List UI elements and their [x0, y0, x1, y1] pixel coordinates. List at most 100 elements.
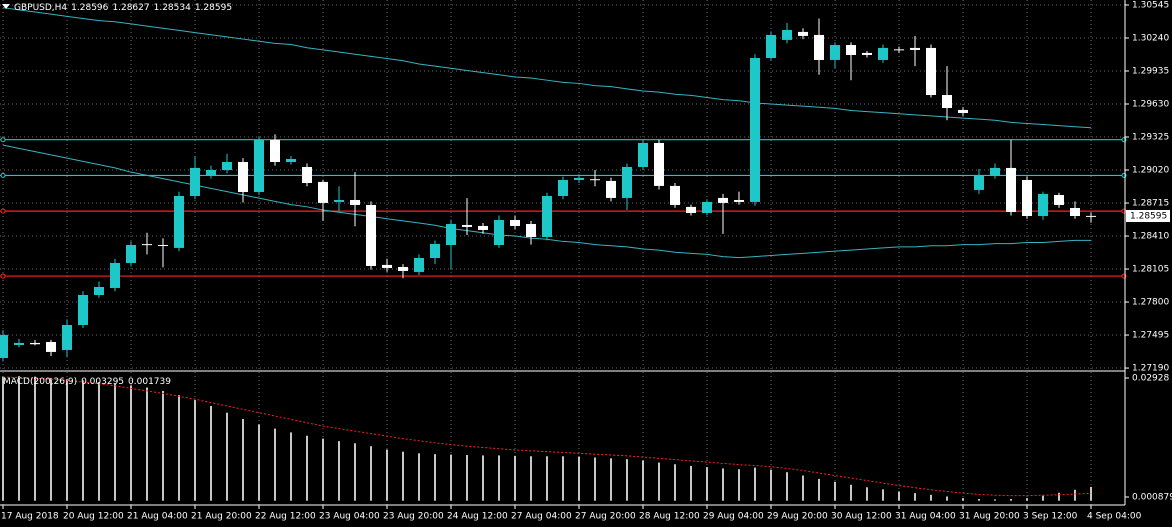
- macd-bar: [354, 443, 356, 501]
- candle-body: [206, 170, 216, 175]
- candle-body: [958, 109, 968, 113]
- macd-header: MACD(200,26,9) 0.003295 0.001739: [3, 377, 171, 387]
- x-tick-label: 29 Aug 04:00: [703, 512, 764, 522]
- macd-bar: [194, 400, 196, 501]
- candle-body: [270, 139, 280, 163]
- price-label: 1.28595: [1130, 212, 1167, 222]
- candle-body: [878, 47, 888, 60]
- macd-bar: [962, 498, 964, 501]
- candle-body: [798, 31, 808, 36]
- candle-body: [446, 224, 456, 246]
- candle-body: [494, 220, 504, 246]
- signal-value: 0.001739: [128, 377, 171, 387]
- grid: [0, 0, 1125, 505]
- candle-body: [718, 197, 728, 203]
- candle-body: [766, 34, 776, 59]
- macd-bar: [418, 453, 420, 501]
- level-handle: [0, 208, 6, 214]
- y-tick-label: 1.28410: [1132, 232, 1169, 242]
- candle-body: [990, 167, 1000, 176]
- x-tick-label: 20 Aug 12:00: [63, 512, 124, 522]
- candle-body: [302, 166, 312, 183]
- macd-bar: [866, 487, 868, 501]
- macd-bar: [978, 499, 980, 501]
- candle-body: [398, 266, 408, 271]
- candle-body: [622, 166, 632, 198]
- x-tick-label: 23 Aug 20:00: [383, 512, 444, 522]
- macd-bar: [706, 467, 708, 501]
- x-tick-label: 24 Aug 12:00: [447, 512, 508, 522]
- macd-bar: [242, 418, 244, 501]
- candle-body: [846, 45, 856, 55]
- x-tick-label: 23 Aug 04:00: [319, 512, 380, 522]
- macd-bar: [738, 469, 740, 501]
- candle-body: [478, 225, 488, 230]
- candle-body: [638, 142, 648, 167]
- macd-bar: [834, 481, 836, 501]
- price-label-box: [1126, 210, 1170, 223]
- candle-body: [286, 158, 296, 163]
- x-tick-label: 31 Aug 04:00: [895, 512, 956, 522]
- candle-body: [1086, 215, 1096, 217]
- candle-body: [542, 195, 552, 237]
- level-handle: [0, 172, 6, 178]
- macd-bar: [1074, 489, 1076, 501]
- x-tick-label: 27 Aug 20:00: [575, 512, 636, 522]
- y2-tick-label: 0.000879: [1132, 493, 1172, 503]
- y-tick-label: 1.28105: [1132, 265, 1169, 275]
- candle-body: [830, 45, 840, 60]
- y-tick-label: 1.29630: [1132, 99, 1169, 109]
- y-tick-label: 1.29325: [1132, 133, 1169, 143]
- candle-body: [222, 162, 232, 171]
- level-handle: [0, 273, 6, 279]
- x-tick-label: 4 Sep 04:00: [1087, 512, 1142, 522]
- signal-line: [2, 376, 1092, 497]
- macd-bar: [98, 382, 100, 501]
- candle-body: [318, 181, 328, 203]
- x-tick-label: 22 Aug 12:00: [255, 512, 316, 522]
- macd-bar: [514, 455, 516, 501]
- macd-bar: [546, 456, 548, 501]
- plot: [0, 7, 1127, 501]
- candle-body: [590, 179, 600, 181]
- y-tick-label: 1.27190: [1132, 364, 1169, 374]
- candle-body: [78, 295, 88, 325]
- candle-body: [782, 29, 792, 40]
- menu-icon: [2, 4, 10, 9]
- candle-body: [702, 201, 712, 213]
- symbol: GBPUSD,H4: [14, 3, 67, 13]
- candle-body: [574, 177, 584, 180]
- macd-bar: [578, 456, 580, 501]
- candle-body: [1022, 179, 1032, 217]
- candle-body: [734, 199, 744, 202]
- macd-bar: [850, 484, 852, 501]
- candle-body: [1038, 193, 1048, 217]
- macd-bar: [642, 460, 644, 501]
- candle-body: [686, 206, 696, 213]
- macd-bar: [770, 469, 772, 501]
- macd-bar: [482, 455, 484, 501]
- candle-body: [158, 245, 168, 247]
- candle-body: [62, 324, 72, 350]
- candle-body: [366, 204, 376, 267]
- candle-body: [334, 199, 344, 202]
- macd-title: MACD(200,26,9): [3, 377, 77, 387]
- candle-body: [46, 341, 56, 352]
- candle-body: [174, 195, 184, 248]
- candle-body: [526, 224, 536, 237]
- y-tick-label: 1.30545: [1132, 0, 1169, 10]
- macd-bar: [1058, 492, 1060, 501]
- macd-bar: [626, 459, 628, 501]
- y-tick-label: 1.27800: [1132, 298, 1169, 308]
- macd-bar: [226, 412, 228, 501]
- macd-bar: [402, 451, 404, 501]
- x-tick-label: 30 Aug 12:00: [831, 512, 892, 522]
- macd-bar: [722, 468, 724, 501]
- candle-body: [1006, 167, 1016, 213]
- candle-body: [974, 174, 984, 190]
- candle-body: [30, 342, 40, 345]
- macd-bar: [18, 376, 20, 501]
- macd-bar: [674, 464, 676, 501]
